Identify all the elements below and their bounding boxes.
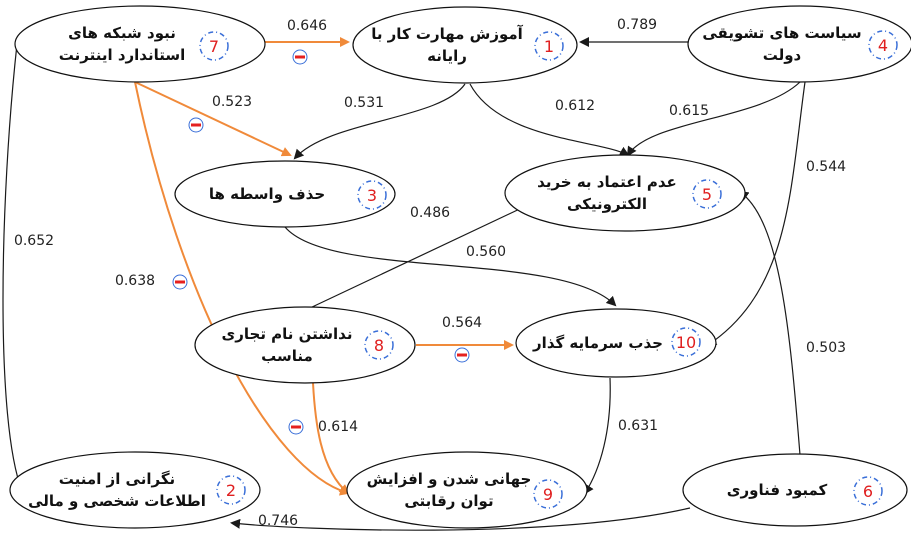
node-6: کمبود فناوری 6 <box>682 453 908 527</box>
edge-weight-8-5: 0.486 <box>410 205 450 221</box>
node-badge-number: 8 <box>374 336 384 355</box>
edge-weight-7-3: 0.523 <box>212 94 252 110</box>
edge-6-5 <box>738 190 801 456</box>
negative-sign-icon <box>292 49 308 65</box>
node-badge-number: 6 <box>863 482 873 501</box>
edge-7-3 <box>134 81 292 157</box>
node-label-line: نبود شبکه های <box>68 24 176 42</box>
node-label-line: عدم اعتماد به خرید <box>537 173 677 191</box>
edge-8-9 <box>312 382 350 495</box>
node-label-line: استاندارد اینترنت <box>59 46 186 64</box>
nodes-layer: آموزش مهارت کار با رایانه 1 نگرانی از امنیت… <box>9 5 911 529</box>
node-8: نداشتن نام تجاری مناسب 8 <box>194 306 416 384</box>
node-2: نگرانی از امنیت اطلاعات شخصی و مالی 2 <box>9 451 261 529</box>
edge-1-3 <box>293 83 466 160</box>
edges-layer <box>2 37 806 531</box>
node-ellipse <box>346 451 588 529</box>
node-label-line: مناسب <box>261 347 313 365</box>
edge-weight-6-2: 0.746 <box>258 513 298 529</box>
node-label-line: جذب سرمایه گذار <box>532 334 663 352</box>
edge-weight-8-10: 0.564 <box>442 315 482 331</box>
node-badge-ring <box>199 31 229 61</box>
node-badge-number: 1 <box>544 37 554 56</box>
negative-sign-icon <box>454 347 470 363</box>
node-badge-number: 10 <box>676 333 696 352</box>
edge-weight-7-1: 0.646 <box>287 18 327 34</box>
node-badge-ring <box>534 31 564 61</box>
node-4: سیاست های تشویقی دولت 4 <box>687 5 911 83</box>
node-badge-number: 5 <box>702 185 712 204</box>
edge-weight-1-3: 0.531 <box>344 95 384 111</box>
node-label-line: جهانی شدن و افزایش <box>367 470 532 488</box>
node-ellipse <box>687 5 911 83</box>
edge-weight-4-10: 0.544 <box>806 159 846 175</box>
node-ellipse <box>515 308 717 378</box>
node-label-line: الکترونیکی <box>567 195 647 213</box>
edge-6-2 <box>230 507 691 531</box>
edge-weight-7-9: 0.638 <box>115 273 155 289</box>
node-badge-number: 2 <box>226 481 236 500</box>
node-label-line: سیاست های تشویقی <box>702 24 861 42</box>
edge-weight-3-10: 0.560 <box>466 244 506 260</box>
node-label-line: اطلاعات شخصی و مالی <box>28 492 206 510</box>
edge-labels-layer: 0.646 0.789 0.523 0.531 0.612 0.615 0.544 0.560… <box>14 17 846 529</box>
node-10: جذب سرمایه گذار 10 <box>515 308 717 378</box>
node-badge-number: 7 <box>209 37 219 56</box>
edge-weight-7-2: 0.652 <box>14 233 54 249</box>
edge-4-10 <box>706 81 806 347</box>
node-3: حذف واسطه ها 3 <box>174 160 396 228</box>
node-label-line: کمبود فناوری <box>727 481 828 499</box>
node-5: عدم اعتماد به خرید الکترونیکی 5 <box>504 154 746 232</box>
edge-4-5 <box>626 81 801 157</box>
negative-sign-icon <box>172 274 188 290</box>
node-ellipse <box>682 453 908 527</box>
node-badge-number: 3 <box>367 186 377 205</box>
node-label-line: دولت <box>763 46 802 64</box>
node-badge-ring <box>671 327 701 357</box>
node-label-line: حذف واسطه ها <box>209 185 325 203</box>
node-badge-number: 9 <box>543 485 553 504</box>
node-badge-ring <box>364 330 394 360</box>
node-ellipse <box>352 6 578 84</box>
edge-7-2 <box>2 43 24 493</box>
node-7: نبود شبکه های استاندارد اینترنت 7 <box>14 5 266 83</box>
node-label-line: رایانه <box>427 47 467 65</box>
node-badge-ring <box>533 479 563 509</box>
edge-10-9 <box>583 377 611 495</box>
node-badge-ring <box>357 180 387 210</box>
edge-7-9 <box>134 81 350 496</box>
node-badge-ring <box>853 476 883 506</box>
node-badge-number: 4 <box>878 36 888 55</box>
negative-sign-icon <box>188 117 204 133</box>
negative-sign-icon <box>288 419 304 435</box>
node-badge-ring <box>216 475 246 505</box>
node-badge-ring <box>868 30 898 60</box>
edge-weight-1-5: 0.612 <box>555 98 595 114</box>
node-label-line: نگرانی از امنیت <box>59 470 175 488</box>
node-label-line: آموزش مهارت کار با <box>371 25 523 43</box>
node-ellipse <box>9 451 261 529</box>
edge-weight-4-5: 0.615 <box>669 103 709 119</box>
node-ellipse <box>194 306 416 384</box>
node-ellipse <box>14 5 266 83</box>
edge-8-5 <box>309 195 547 309</box>
node-9: جهانی شدن و افزایش توان رقابتی 9 <box>346 451 588 529</box>
node-badge-ring <box>692 179 722 209</box>
edge-weight-8-9: 0.614 <box>318 419 358 435</box>
edge-weight-6-5: 0.503 <box>806 340 846 356</box>
edge-3-10 <box>284 226 617 307</box>
edge-weight-10-9: 0.631 <box>618 418 658 434</box>
node-label-line: توان رقابتی <box>404 492 493 510</box>
edge-weight-4-1: 0.789 <box>617 17 657 33</box>
node-label-line: نداشتن نام تجاری <box>222 325 353 343</box>
node-ellipse <box>504 154 746 232</box>
edge-1-5 <box>469 83 630 156</box>
node-1: آموزش مهارت کار با رایانه 1 <box>352 6 578 84</box>
node-ellipse <box>174 160 396 228</box>
